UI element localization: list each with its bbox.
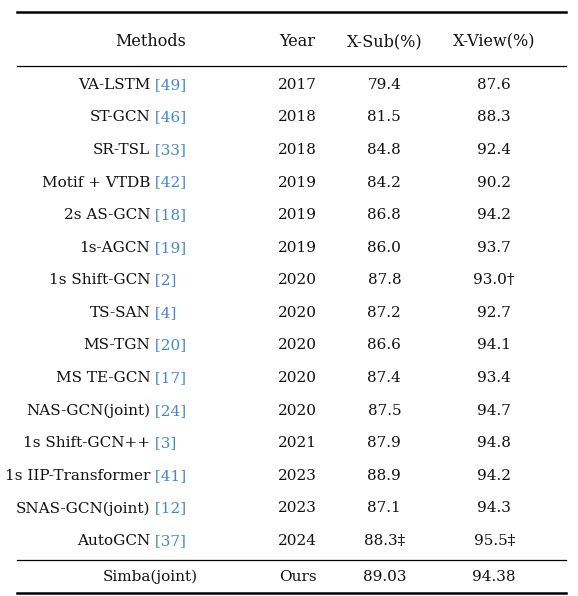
- Text: 94.3: 94.3: [477, 501, 511, 516]
- Text: 2019: 2019: [278, 208, 317, 222]
- Text: 88.3: 88.3: [477, 110, 511, 125]
- Text: [12]: [12]: [150, 501, 186, 516]
- Text: [18]: [18]: [150, 208, 186, 222]
- Text: 87.1: 87.1: [368, 501, 401, 516]
- Text: 2019: 2019: [278, 176, 317, 190]
- Text: 2018: 2018: [278, 143, 317, 157]
- Text: [46]: [46]: [150, 110, 186, 125]
- Text: [3]: [3]: [150, 436, 176, 450]
- Text: 87.5: 87.5: [368, 403, 401, 418]
- Text: [20]: [20]: [150, 339, 186, 352]
- Text: 2023: 2023: [278, 469, 317, 483]
- Text: [41]: [41]: [150, 469, 186, 483]
- Text: 94.2: 94.2: [477, 469, 511, 483]
- Text: 2023: 2023: [278, 501, 317, 516]
- Text: 87.8: 87.8: [368, 274, 401, 287]
- Text: 94.8: 94.8: [477, 436, 511, 450]
- Text: SR-TSL: SR-TSL: [93, 143, 150, 157]
- Text: 94.7: 94.7: [477, 403, 511, 418]
- Text: 94.2: 94.2: [477, 208, 511, 222]
- Text: 86.0: 86.0: [368, 241, 401, 254]
- Text: 89.03: 89.03: [362, 570, 406, 584]
- Text: MS-TGN: MS-TGN: [84, 339, 150, 352]
- Text: VA-LSTM: VA-LSTM: [78, 78, 150, 92]
- Text: 87.4: 87.4: [368, 371, 401, 385]
- Text: 2020: 2020: [278, 403, 317, 418]
- Text: MS TE-GCN: MS TE-GCN: [55, 371, 150, 385]
- Text: [42]: [42]: [150, 176, 186, 190]
- Text: 2020: 2020: [278, 339, 317, 352]
- Text: 84.8: 84.8: [368, 143, 401, 157]
- Text: X-Sub(%): X-Sub(%): [347, 33, 422, 50]
- Text: 88.3‡: 88.3‡: [364, 534, 405, 548]
- Text: 94.38: 94.38: [472, 570, 516, 584]
- Text: 2019: 2019: [278, 241, 317, 254]
- Text: Motif + VTDB: Motif + VTDB: [42, 176, 150, 190]
- Text: 90.2: 90.2: [477, 176, 511, 190]
- Text: 2020: 2020: [278, 371, 317, 385]
- Text: 87.9: 87.9: [368, 436, 401, 450]
- Text: 84.2: 84.2: [368, 176, 401, 190]
- Text: SNAS-GCN(joint): SNAS-GCN(joint): [16, 501, 150, 516]
- Text: 2024: 2024: [278, 534, 317, 548]
- Text: NAS-GCN(joint): NAS-GCN(joint): [26, 403, 150, 418]
- Text: 2020: 2020: [278, 274, 317, 287]
- Text: 87.2: 87.2: [368, 306, 401, 320]
- Text: 93.0†: 93.0†: [473, 274, 515, 287]
- Text: [4]: [4]: [150, 306, 177, 320]
- Text: [19]: [19]: [150, 241, 186, 254]
- Text: [33]: [33]: [150, 143, 186, 157]
- Text: 2020: 2020: [278, 306, 317, 320]
- Text: 1s IIP-Transformer: 1s IIP-Transformer: [5, 469, 150, 483]
- Text: 79.4: 79.4: [368, 78, 401, 92]
- Text: [37]: [37]: [150, 534, 186, 548]
- Text: [2]: [2]: [150, 274, 177, 287]
- Text: [17]: [17]: [150, 371, 186, 385]
- Text: 2s AS-GCN: 2s AS-GCN: [64, 208, 150, 222]
- Text: 87.6: 87.6: [477, 78, 511, 92]
- Text: 2021: 2021: [278, 436, 317, 450]
- Text: 1s Shift-GCN++: 1s Shift-GCN++: [23, 436, 150, 450]
- Text: 88.9: 88.9: [368, 469, 401, 483]
- Text: 81.5: 81.5: [368, 110, 401, 125]
- Text: 93.7: 93.7: [477, 241, 511, 254]
- Text: Methods: Methods: [115, 33, 186, 50]
- Text: X-View(%): X-View(%): [453, 33, 535, 50]
- Text: ST-GCN: ST-GCN: [90, 110, 150, 125]
- Text: 1s Shift-GCN: 1s Shift-GCN: [49, 274, 150, 287]
- Text: 2018: 2018: [278, 110, 317, 125]
- Text: 93.4: 93.4: [477, 371, 511, 385]
- Text: 92.7: 92.7: [477, 306, 511, 320]
- Text: AutoGCN: AutoGCN: [77, 534, 150, 548]
- Text: 86.6: 86.6: [368, 339, 401, 352]
- Text: 1s-AGCN: 1s-AGCN: [80, 241, 150, 254]
- Text: TS-SAN: TS-SAN: [90, 306, 150, 320]
- Text: 95.5‡: 95.5‡: [473, 534, 515, 548]
- Text: [49]: [49]: [150, 78, 186, 92]
- Text: 2017: 2017: [278, 78, 317, 92]
- Text: [24]: [24]: [150, 403, 186, 418]
- Text: Simba(joint): Simba(joint): [103, 570, 198, 584]
- Text: 92.4: 92.4: [477, 143, 511, 157]
- Text: 86.8: 86.8: [368, 208, 401, 222]
- Text: Year: Year: [280, 33, 316, 50]
- Text: 94.1: 94.1: [477, 339, 511, 352]
- Text: Ours: Ours: [279, 570, 317, 584]
